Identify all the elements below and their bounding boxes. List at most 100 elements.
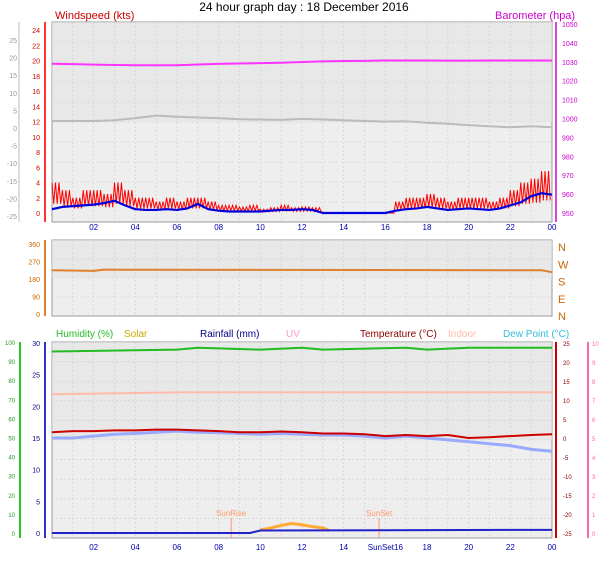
wind-x-tick: 06 [173, 223, 182, 232]
humidity-x-tick: 00 [548, 543, 557, 552]
wind-speed-tick: 22 [32, 43, 40, 50]
dewpoint-line [52, 429, 553, 453]
sunset-label: SunSet [366, 509, 393, 518]
rainfall-tick: 0 [36, 531, 40, 538]
graph-title: 24 hour graph day : 18 December 2016 [199, 0, 409, 14]
temperature-tick: -10 [563, 475, 572, 481]
barometer-tick: 1030 [562, 60, 578, 67]
uv-tick: 10 [592, 342, 599, 348]
humidity-x-tick: 10 [256, 543, 265, 552]
uv-tick: 2 [592, 494, 596, 500]
humidity-tick: 40 [8, 456, 15, 462]
humidity-x-tick: 20 [464, 543, 473, 552]
rainfall-tick: 10 [32, 468, 40, 475]
wind-x-tick: 08 [214, 223, 223, 232]
wind-speed-tick: 24 [32, 28, 40, 35]
sunrise-label: SunRise [216, 509, 247, 518]
wind-speed-tick: 18 [32, 74, 40, 81]
wind-gray-tick: 5 [13, 108, 17, 115]
wind-axis-title: Windspeed (kts) [55, 10, 134, 22]
barometer-tick: 1010 [562, 98, 578, 105]
legend-4: Temperature (°C) [360, 329, 437, 340]
wind-direction-line [51, 268, 553, 274]
humidity-x-tick: 02 [89, 543, 98, 552]
temperature-tick: 25 [563, 342, 570, 348]
humidity-x-tick: 22 [506, 543, 515, 552]
wind-speed-tick: 6 [36, 165, 40, 172]
humidity-tick: 50 [8, 437, 15, 443]
humidity-tick: 0 [12, 532, 16, 538]
humidity-tick: 30 [8, 475, 15, 481]
uv-tick: 7 [592, 399, 596, 405]
humidity-x-tick: 04 [131, 543, 140, 552]
humidity-x-tick: 14 [339, 543, 348, 552]
humidity-x-tick: 08 [214, 543, 223, 552]
wind-gray-tick: -25 [7, 214, 17, 221]
compass-label: S [558, 277, 565, 289]
humidity-x-tick: SunSet16 [368, 543, 404, 552]
barometer-tick: 1050 [562, 22, 578, 29]
barometer-tick: 980 [562, 154, 574, 161]
direction-tick: 180 [28, 277, 40, 284]
barometer-tick: 1020 [562, 79, 578, 86]
uv-tick: 3 [592, 475, 596, 481]
temperature-tick: -15 [563, 494, 572, 500]
legend-0: Humidity (%) [56, 329, 113, 340]
wind-speed-tick: 4 [36, 181, 40, 188]
wind-x-tick: 18 [423, 223, 432, 232]
wind-x-tick: 00 [548, 223, 557, 232]
wind-average-line [51, 192, 553, 215]
wind-gray-tick: -15 [7, 179, 17, 186]
wind-gray-tick: -20 [7, 196, 17, 203]
wind-x-tick: 02 [89, 223, 98, 232]
uv-tick: 8 [592, 380, 596, 386]
compass-label: N [558, 311, 566, 323]
temperature-tick: -20 [563, 513, 572, 519]
humidity-tick: 80 [8, 379, 15, 385]
temperature-tick: -25 [563, 532, 572, 538]
barometer-line [51, 59, 552, 67]
barometer-tick: 990 [562, 135, 574, 142]
wind-speed-tick: 8 [36, 150, 40, 157]
barometer-tick: 1000 [562, 117, 578, 124]
wind-x-tick: 12 [298, 223, 307, 232]
uv-tick: 9 [592, 361, 596, 367]
temperature-tick: 15 [563, 380, 570, 386]
wind-gray-tick: -10 [7, 161, 17, 168]
wind-gray-tick: 0 [13, 126, 17, 133]
wind-speed-tick: 10 [32, 135, 40, 142]
wind-speed-tick: 12 [32, 120, 40, 127]
direction-tick: 0 [36, 312, 40, 319]
humidity-tick: 70 [8, 398, 15, 404]
wind-x-tick: 20 [464, 223, 473, 232]
legend-1: Solar [124, 329, 148, 340]
wind-speed-tick: 2 [36, 196, 40, 203]
temperature-tick: 5 [563, 418, 567, 424]
wind-speed-tick: 0 [36, 211, 40, 218]
humidity-line [51, 346, 552, 353]
wind-speed-tick: 14 [32, 104, 40, 111]
temperature-tick: 20 [563, 361, 570, 367]
humidity-tick: 100 [5, 341, 16, 347]
temperature-tick: -5 [563, 456, 569, 462]
rainfall-tick: 20 [32, 404, 40, 411]
wind-x-tick: 16 [381, 223, 390, 232]
wind-gray-tick: 15 [9, 73, 17, 80]
wind-speed-tick: 16 [32, 89, 40, 96]
direction-tick: 360 [28, 242, 40, 249]
compass-label: N [558, 242, 566, 254]
wind-x-tick: 22 [506, 223, 515, 232]
barometer-axis-title: Barometer (hpa) [495, 10, 575, 22]
indoor-temperature-line [51, 391, 552, 396]
gray-temperature-line [52, 114, 553, 129]
humidity-tick: 10 [8, 513, 15, 519]
wind-x-tick: 14 [339, 223, 348, 232]
rainfall-tick: 15 [32, 436, 40, 443]
uv-tick: 5 [592, 437, 596, 443]
uv-tick: 1 [592, 513, 596, 519]
compass-label: W [558, 259, 569, 271]
temperature-tick: 0 [563, 437, 567, 443]
wind-x-tick: 04 [131, 223, 140, 232]
